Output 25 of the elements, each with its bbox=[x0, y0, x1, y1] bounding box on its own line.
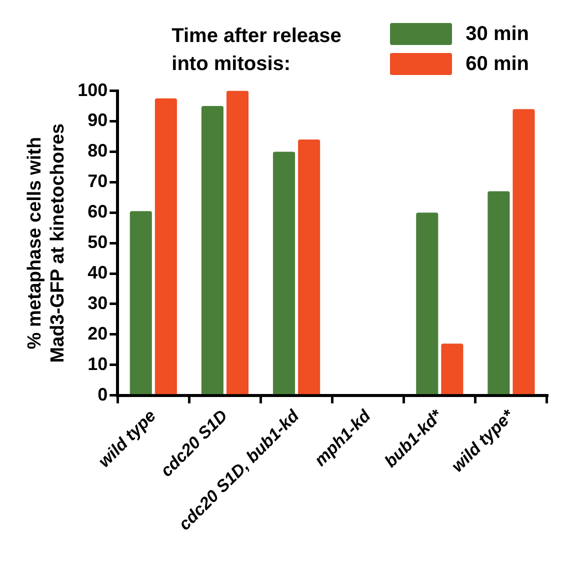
y-tick-label: 70 bbox=[88, 171, 108, 192]
bar bbox=[441, 344, 464, 394]
y-tick-label: 50 bbox=[88, 232, 108, 252]
y-tick-label: 80 bbox=[88, 140, 108, 161]
bar bbox=[154, 98, 177, 394]
bar bbox=[488, 191, 510, 394]
bar bbox=[512, 109, 535, 394]
y-tick-label: 20 bbox=[88, 323, 108, 344]
legend-label: 60 min bbox=[466, 52, 529, 76]
bar bbox=[201, 106, 224, 394]
bar bbox=[226, 90, 249, 394]
bar bbox=[272, 152, 296, 394]
legend-title: Time after release into mitosis: bbox=[172, 24, 342, 77]
y-axis-title: % metaphase cells with Mad3-GFP at kinetochores bbox=[24, 123, 68, 363]
y-tick-label: 60 bbox=[88, 202, 108, 222]
y-tick-label: 30 bbox=[88, 292, 108, 313]
y-tick-label: 100 bbox=[78, 80, 108, 100]
y-tick-label: 40 bbox=[88, 262, 108, 282]
bar bbox=[416, 212, 438, 394]
bar bbox=[298, 140, 320, 394]
y-tick-label: 0 bbox=[98, 384, 108, 404]
bar bbox=[130, 211, 152, 394]
y-tick-label: 10 bbox=[88, 354, 108, 374]
legend-label: 30 min bbox=[466, 22, 529, 46]
y-tick-label: 90 bbox=[88, 110, 108, 130]
